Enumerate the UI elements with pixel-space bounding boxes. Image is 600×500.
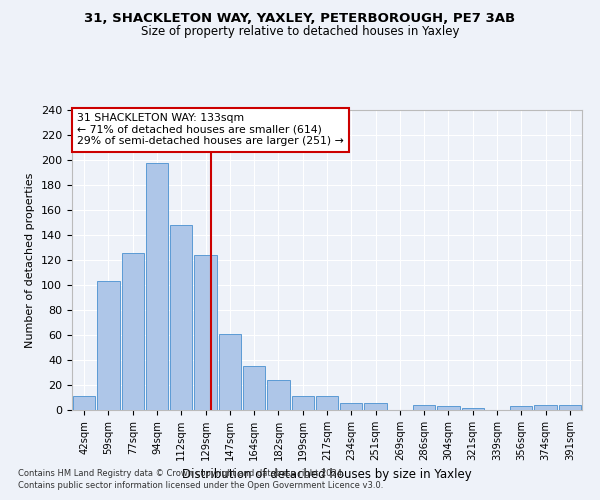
Bar bbox=[559, 405, 581, 410]
Bar bbox=[170, 225, 193, 410]
Text: Contains public sector information licensed under the Open Government Licence v3: Contains public sector information licen… bbox=[18, 481, 383, 490]
Bar bbox=[243, 366, 265, 410]
Bar bbox=[364, 402, 387, 410]
Bar bbox=[340, 402, 362, 410]
Bar bbox=[267, 380, 290, 410]
Text: Contains HM Land Registry data © Crown copyright and database right 2024.: Contains HM Land Registry data © Crown c… bbox=[18, 468, 344, 477]
Text: Size of property relative to detached houses in Yaxley: Size of property relative to detached ho… bbox=[141, 25, 459, 38]
Bar bbox=[535, 405, 557, 410]
Bar bbox=[316, 396, 338, 410]
Y-axis label: Number of detached properties: Number of detached properties bbox=[25, 172, 35, 348]
Bar bbox=[292, 396, 314, 410]
Text: 31 SHACKLETON WAY: 133sqm
← 71% of detached houses are smaller (614)
29% of semi: 31 SHACKLETON WAY: 133sqm ← 71% of detac… bbox=[77, 113, 344, 146]
Text: 31, SHACKLETON WAY, YAXLEY, PETERBOROUGH, PE7 3AB: 31, SHACKLETON WAY, YAXLEY, PETERBOROUGH… bbox=[85, 12, 515, 26]
Bar bbox=[73, 396, 95, 410]
Bar bbox=[510, 406, 532, 410]
Bar bbox=[413, 405, 436, 410]
Bar bbox=[437, 406, 460, 410]
Bar bbox=[97, 281, 119, 410]
Bar bbox=[461, 408, 484, 410]
Bar bbox=[218, 334, 241, 410]
Bar bbox=[146, 162, 168, 410]
Bar bbox=[194, 255, 217, 410]
Bar bbox=[122, 252, 144, 410]
X-axis label: Distribution of detached houses by size in Yaxley: Distribution of detached houses by size … bbox=[182, 468, 472, 481]
